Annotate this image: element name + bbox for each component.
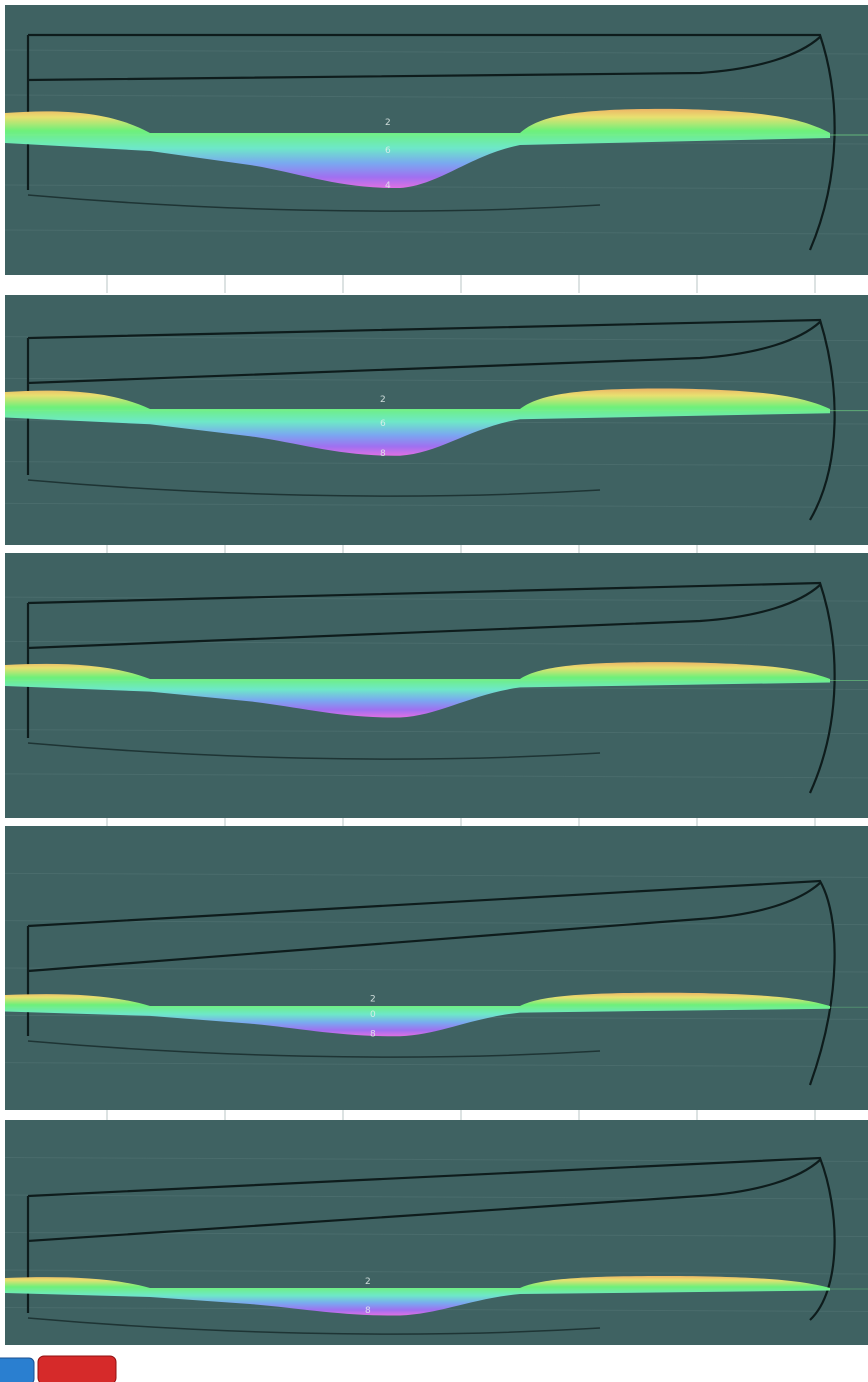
marker-label: 6 — [385, 146, 391, 156]
marker-label: 8 — [380, 449, 386, 459]
frame: 2 6 4 — [5, 5, 868, 293]
marker-label: 6 — [380, 419, 386, 429]
frame: 2 6 8 — [5, 295, 868, 563]
frame-background — [5, 826, 868, 1110]
taskbar-icons — [0, 1355, 182, 1382]
marker-label: 2 — [380, 395, 386, 405]
frame: 28 — [5, 1120, 868, 1345]
blue-button[interactable] — [0, 1358, 34, 1382]
marker-label: 0 — [370, 1010, 376, 1020]
marker-label: 2 — [370, 995, 376, 1005]
marker-label: 2 — [365, 1277, 371, 1287]
marker-label: 8 — [365, 1306, 371, 1316]
frame: 2 0 8 — [5, 826, 868, 1128]
red-button[interactable] — [38, 1356, 116, 1382]
marker-label: 4 — [385, 181, 391, 191]
marker-label: 2 — [385, 118, 391, 128]
simulation-frames: 26426820828 — [0, 0, 868, 1382]
frame — [5, 553, 868, 836]
page: {"panels": [ {"markers": ["2", "6", "4"]… — [0, 0, 868, 1382]
marker-label: 8 — [370, 1029, 376, 1039]
